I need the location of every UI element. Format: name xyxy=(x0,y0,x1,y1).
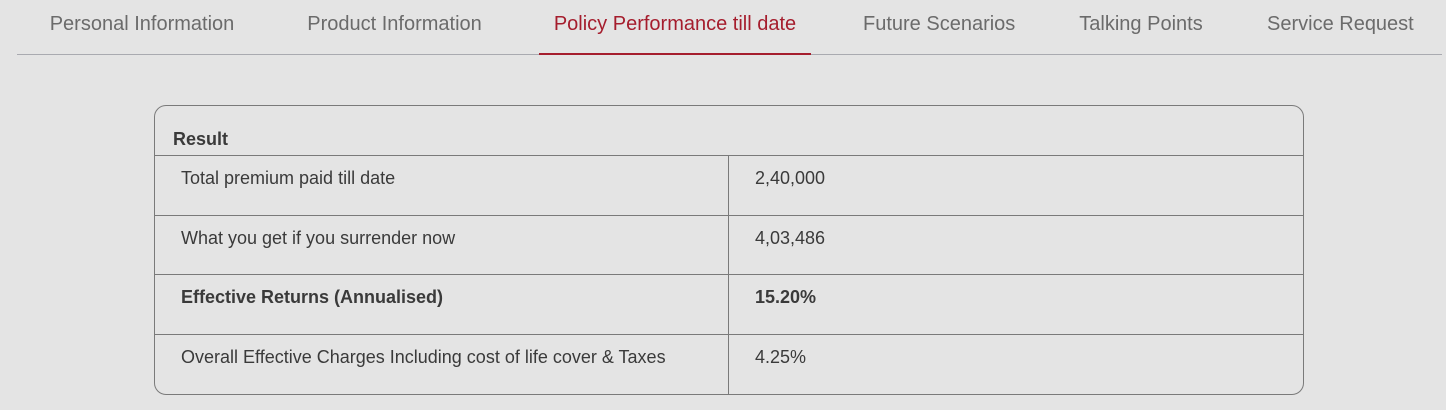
row-value-effective-returns: 15.20% xyxy=(755,287,817,307)
row-label-surrender-value: What you get if you surrender now xyxy=(155,215,729,274)
tab-service-request[interactable]: Service Request xyxy=(1267,13,1414,35)
tab-talking-points[interactable]: Talking Points xyxy=(1079,13,1203,35)
result-card: Result Total premium paid till date 2,40… xyxy=(154,105,1304,395)
table-row: Effective Returns (Annualised) 15.20% xyxy=(155,275,1303,335)
result-title: Result xyxy=(155,106,1303,156)
row-label-effective-returns: Effective Returns (Annualised) xyxy=(155,275,729,334)
tab-policy-performance[interactable]: Policy Performance till date xyxy=(539,0,811,55)
tab-personal-information[interactable]: Personal Information xyxy=(49,13,235,35)
tab-product-information[interactable]: Product Information xyxy=(307,13,482,35)
row-label-total-premium: Total premium paid till date xyxy=(155,156,729,215)
tab-future-scenarios[interactable]: Future Scenarios xyxy=(863,13,1016,35)
table-row: What you get if you surrender now 4,03,4… xyxy=(155,215,1303,275)
row-value-total-premium: 2,40,000 xyxy=(755,168,826,188)
row-label-effective-charges: Overall Effective Charges Including cost… xyxy=(155,334,729,394)
row-value-surrender-value: 4,03,486 xyxy=(755,227,826,248)
table-row: Total premium paid till date 2,40,000 xyxy=(155,156,1303,216)
table-row: Overall Effective Charges Including cost… xyxy=(155,334,1303,394)
tab-bar: Personal Information Product Information… xyxy=(17,0,1442,55)
row-value-effective-charges: 4.25% xyxy=(755,346,807,367)
